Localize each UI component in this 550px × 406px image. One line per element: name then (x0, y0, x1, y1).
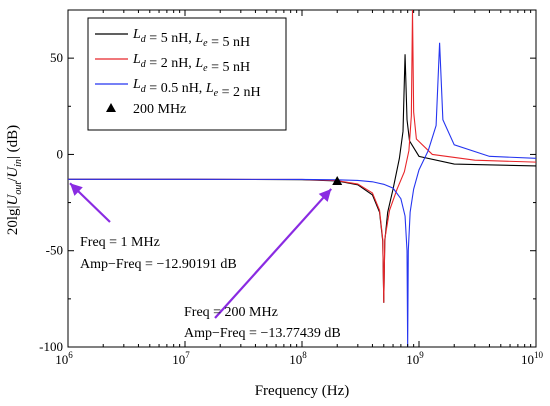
x-tick-label: 108 (289, 350, 307, 367)
legend-marker-swatch (106, 103, 116, 112)
legend-italic: L (132, 27, 141, 42)
ylabel-u2: U (5, 166, 21, 178)
x-tick-label: 109 (406, 350, 424, 367)
annotation-freq-label: Freq = 200 MHz (184, 305, 278, 320)
x-axis-title: Frequency (Hz) (255, 383, 350, 399)
legend-text-part: = 5 nH (208, 60, 251, 75)
series-line-2 (68, 10, 536, 303)
legend-subscript: d (141, 34, 147, 45)
legend-text-part: = 2 nH, (146, 56, 196, 71)
x-tick-exponent: 7 (185, 350, 190, 360)
legend-box (87, 17, 287, 131)
x-tick-exponent: 8 (302, 350, 307, 360)
legend-subscript: d (141, 84, 147, 95)
legend-italic: L (194, 31, 203, 46)
x-tick-exponent: 10 (534, 350, 544, 360)
legend-italic: L (194, 56, 203, 71)
legend-label: 200 MHz (133, 102, 186, 117)
y-tick-label: 50 (50, 50, 63, 65)
legend-text-part: = 5 nH (208, 35, 251, 50)
y-axis-title: 20lg|Uout/Uin| (dB) (5, 125, 24, 235)
annotations: Freq = 1 MHz Amp−Freq = −12.90191 dB Freq … (69, 182, 341, 341)
legend-subscript: e (203, 38, 208, 49)
legend-label: Ld = 5 nH, Le = 5 nH (132, 27, 250, 50)
legend-subscript: d (141, 59, 147, 70)
y-tick-label: -100 (39, 339, 63, 354)
annotation-freq-label: Freq = 1 MHz (80, 235, 160, 250)
marker-200mhz (332, 175, 343, 185)
legend-italic: L (132, 77, 141, 92)
legend-label: Ld = 0.5 nH, Le = 2 nH (132, 77, 261, 100)
legend-subscript: e (203, 63, 208, 74)
legend-subscript: e (214, 88, 219, 99)
ylabel-suffix: | (dB) (5, 125, 21, 159)
x-tick-exponent: 6 (68, 350, 73, 360)
annotation-amp-label: Amp−Freq = −13.77439 dB (184, 326, 341, 341)
legend-label: Ld = 2 nH, Le = 5 nH (132, 52, 250, 75)
y-tick-label: 0 (57, 146, 64, 161)
x-tick-exponent: 9 (419, 350, 424, 360)
legend-text-part: = 2 nH (218, 85, 261, 100)
x-tick-label: 1010 (521, 350, 544, 367)
annotation-arrow-shaft (214, 188, 333, 319)
legend-text-part: = 0.5 nH, (146, 81, 206, 96)
annotation-arrow-head (70, 183, 83, 196)
ylabel-slash: / (5, 177, 21, 182)
legend-italic: L (132, 52, 141, 67)
y-tick-label: -50 (46, 243, 63, 258)
ylabel-sub-out: out (13, 182, 24, 195)
annotation-arrow-head (318, 188, 332, 202)
ylabel-prefix: 20lg| (5, 206, 21, 236)
legend-text-part: = 5 nH, (146, 31, 196, 46)
series-line-3 (68, 42, 536, 347)
ylabel-u: U (5, 194, 21, 206)
annotation-amp-label: Amp−Freq = −12.90191 dB (80, 257, 237, 272)
x-tick-label: 107 (172, 350, 190, 367)
ylabel-sub-in: in (13, 159, 24, 167)
legend-italic: L (205, 81, 214, 96)
